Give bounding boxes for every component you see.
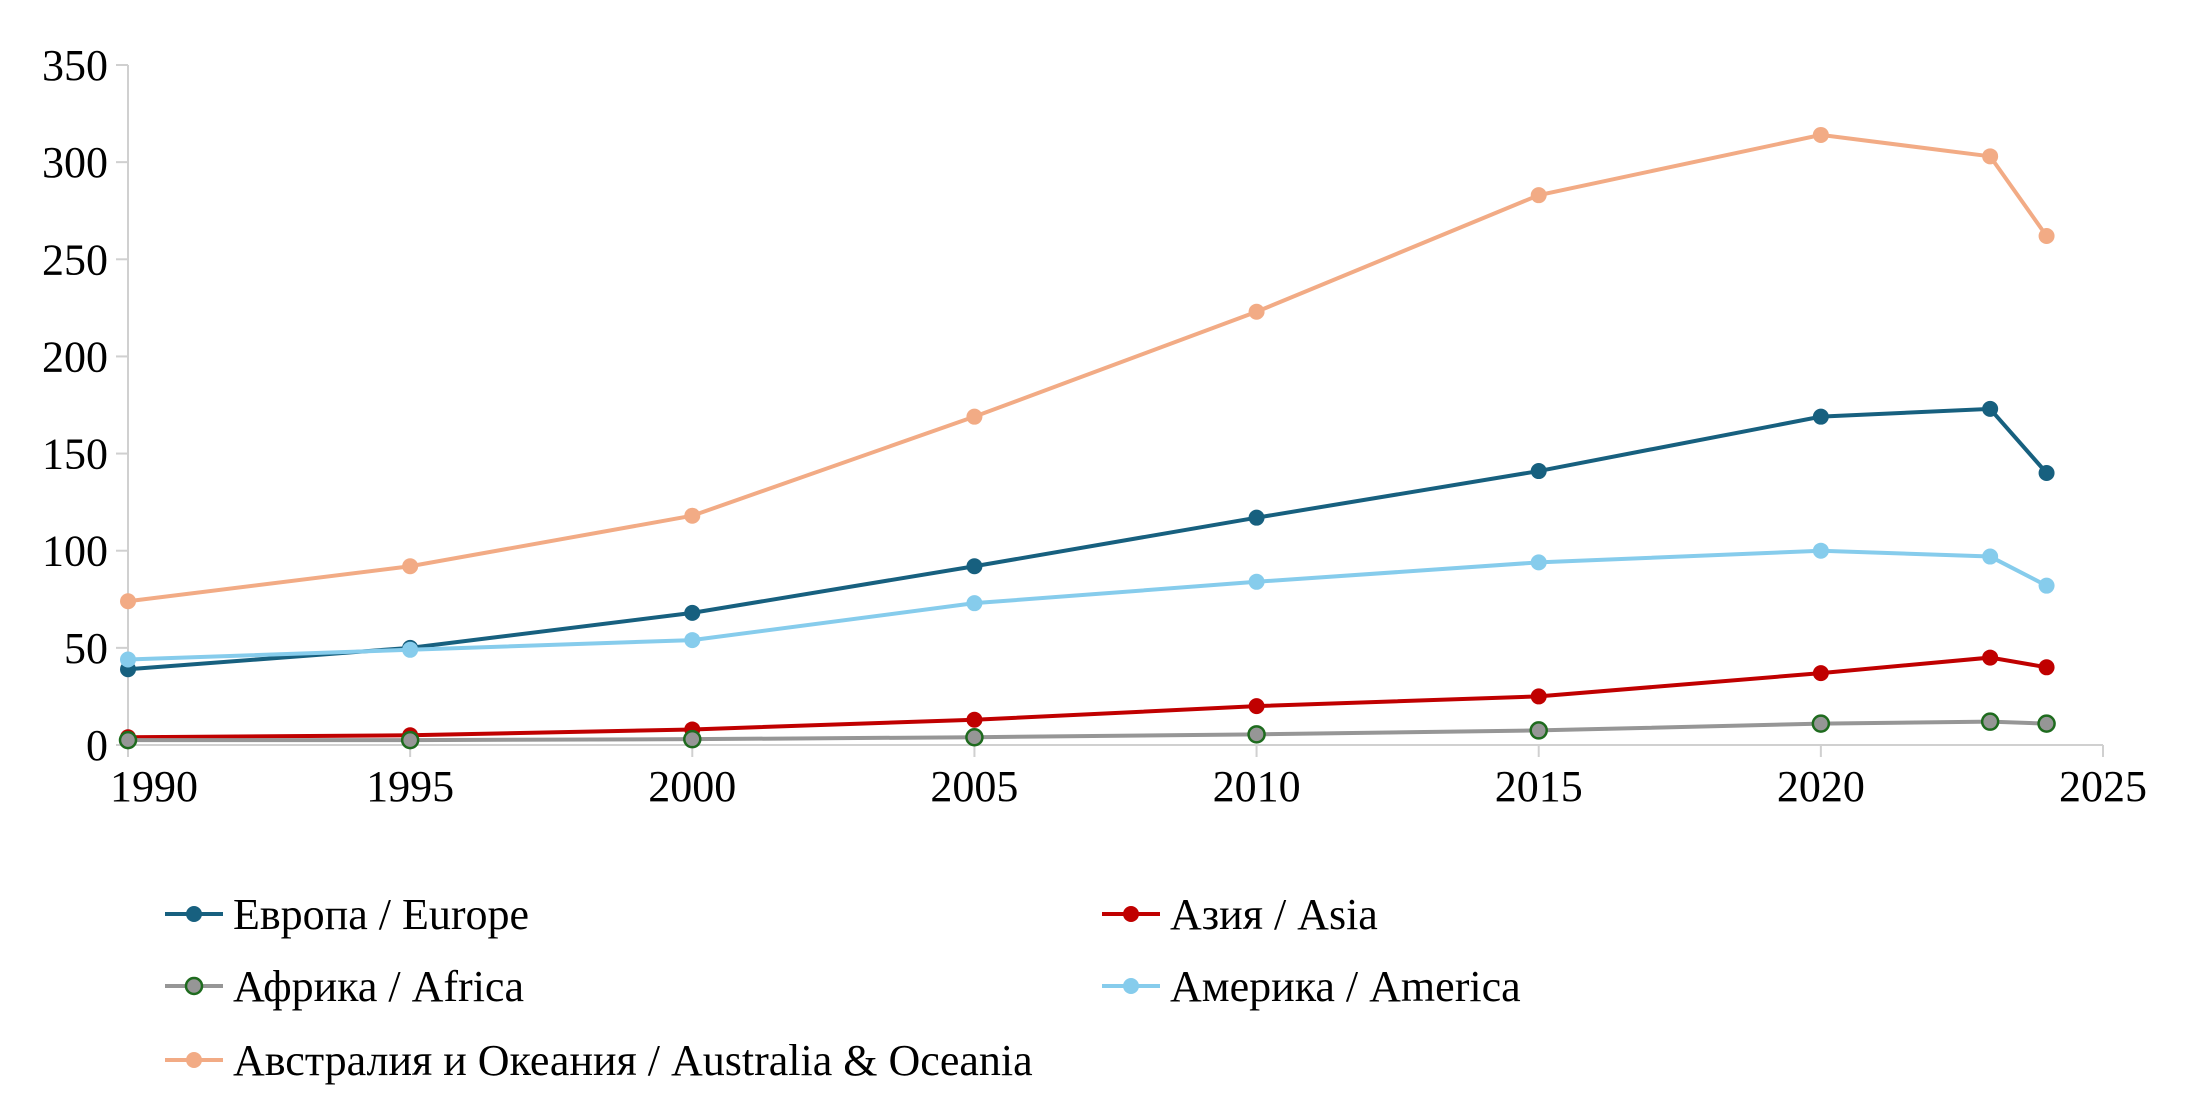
y-tick-label: 350 [42, 41, 108, 90]
legend-item: Австралия и Океания / Australia & Oceani… [165, 1036, 1033, 1085]
data-point [120, 593, 136, 610]
series-3 [120, 542, 2055, 668]
y-tick-label: 200 [42, 332, 108, 381]
y-tick-label: 300 [42, 138, 108, 187]
legend-marker [184, 976, 204, 996]
data-point [966, 711, 983, 728]
data-point [1248, 303, 1265, 320]
legend: Европа / Europe Азия / Asia Африка / Afric… [165, 890, 1521, 1085]
series-4 [120, 126, 2055, 610]
data-point [965, 727, 984, 747]
data-point [2038, 577, 2055, 594]
series-2 [118, 712, 2056, 750]
data-point [684, 604, 701, 621]
legend-label: Азия / Asia [1170, 890, 1378, 939]
data-point [684, 507, 701, 524]
legend-item: Америка / America [1102, 962, 1521, 1011]
x-tick-label: 1995 [366, 762, 454, 811]
data-point [966, 558, 983, 575]
data-point [1982, 148, 1999, 165]
data-point [1982, 400, 1999, 417]
data-point [1982, 649, 1999, 666]
x-tick-label: 2025 [2059, 762, 2147, 811]
y-tick-label: 50 [64, 624, 108, 673]
legend-marker [1123, 906, 1139, 922]
legend-item: Африка / Africa [165, 962, 524, 1011]
data-point [2038, 465, 2055, 481]
series-group [118, 126, 2056, 750]
data-point [2037, 714, 2056, 733]
data-point [1812, 665, 1829, 682]
y-tick-label: 250 [42, 235, 108, 284]
series-1 [120, 649, 2055, 746]
data-point [1248, 573, 1265, 590]
legend-item: Европа / Europe [165, 890, 529, 939]
data-point [1530, 187, 1547, 204]
legend-item: Азия / Asia [1102, 890, 1378, 939]
data-point [1530, 688, 1547, 705]
legend-label: Европа / Europe [233, 890, 529, 939]
data-point [118, 730, 138, 750]
data-point [1248, 698, 1265, 715]
series-line [127, 132, 2049, 604]
x-tick-label: 2020 [1777, 762, 1865, 811]
data-point [966, 595, 983, 612]
legend-label: Австралия и Океания / Australia & Oceani… [233, 1036, 1033, 1085]
x-tick-label: 2015 [1495, 762, 1583, 811]
data-point [683, 729, 702, 749]
legend-marker [1123, 978, 1139, 994]
axes: 0 50 100 150 200 250 300 350 1990 1995 2000 2005 201… [42, 41, 2147, 811]
data-point [966, 408, 983, 425]
data-point [1812, 542, 1829, 559]
x-tick-label: 2005 [930, 762, 1018, 811]
legend-marker [186, 1052, 202, 1068]
data-point [2038, 659, 2055, 676]
data-point [402, 641, 419, 658]
data-point [1980, 712, 2000, 731]
data-point [1248, 509, 1265, 526]
data-point [1530, 554, 1547, 571]
data-point [2038, 227, 2055, 244]
x-tick-label: 2000 [648, 762, 736, 811]
series-line [127, 406, 2049, 672]
data-point [120, 651, 136, 668]
legend-label: Америка / America [1170, 962, 1521, 1011]
y-tick-label: 100 [42, 527, 108, 576]
data-point [1811, 714, 1831, 733]
data-point [1247, 725, 1266, 744]
data-point [684, 632, 701, 649]
y-tick-label: 0 [86, 721, 108, 770]
data-point [1812, 408, 1829, 425]
data-point [400, 730, 420, 750]
data-point [1982, 548, 1999, 565]
series-0 [120, 400, 2055, 678]
data-point [1812, 126, 1829, 143]
data-point [402, 558, 419, 575]
y-tick-label: 150 [42, 430, 108, 479]
legend-marker [186, 906, 202, 922]
legend-label: Африка / Africa [233, 962, 524, 1011]
x-tick-label: 2010 [1213, 762, 1301, 811]
x-tick-label: 1990 [110, 762, 198, 811]
data-point [1529, 721, 1548, 740]
data-point [1530, 463, 1547, 480]
